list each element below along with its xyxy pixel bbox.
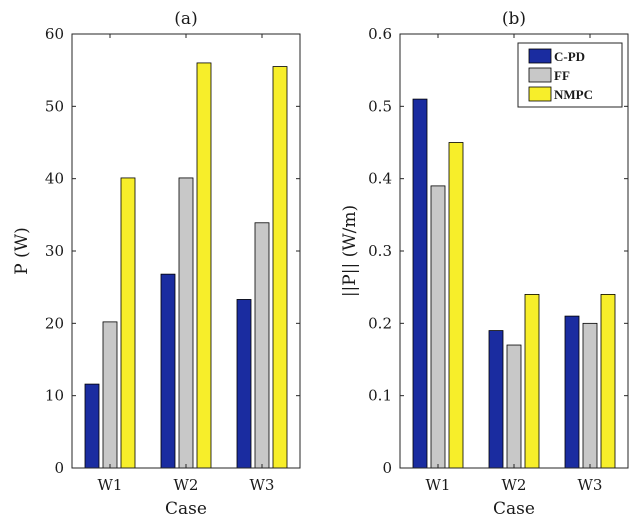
y-tick-label: 60	[45, 25, 64, 43]
y-tick-label: 0.5	[368, 97, 392, 115]
bar-c-pd-w2	[160, 273, 176, 469]
bar-c-pd-w2	[488, 330, 504, 469]
bar-nmpc-w1	[448, 142, 464, 469]
y-tick-label: 0.6	[368, 25, 392, 43]
bar-nmpc-w3	[272, 66, 288, 469]
legend-swatch-ff	[528, 67, 552, 83]
y-tick-label: 20	[45, 314, 64, 332]
chart-title: (b)	[502, 9, 526, 29]
x-axis-label: Case	[165, 499, 207, 519]
chart-title: (a)	[174, 9, 197, 29]
bar-ff-w3	[582, 322, 598, 469]
x-tick-label: W3	[250, 476, 275, 494]
bar-nmpc-w1	[120, 177, 136, 469]
legend-label-ff: FF	[554, 68, 570, 83]
x-tick-label: W3	[578, 476, 603, 494]
chart-panel-a: (a) Case P (W) 0 10 20 30 40 50 60 W1 W2 W3	[12, 9, 301, 519]
y-tick-label: 0.4	[368, 170, 392, 188]
legend-label-nmpc: NMPC	[554, 87, 593, 102]
x-tick-label: W2	[502, 476, 527, 494]
y-tick-label: 30	[45, 242, 64, 260]
x-axis-label: Case	[493, 499, 535, 519]
x-tick-label: W2	[174, 476, 199, 494]
y-tick-label: 0.2	[368, 314, 392, 332]
x-tick-label: W1	[98, 476, 123, 494]
y-tick-label: 0	[54, 459, 64, 477]
y-tick-label: 50	[45, 97, 64, 115]
bar-nmpc-w2	[196, 62, 212, 469]
x-tick-label: W1	[426, 476, 451, 494]
y-tick-label: 10	[45, 387, 64, 405]
bar-ff-w1	[430, 185, 446, 469]
bar-ff-w2	[506, 344, 522, 469]
legend-swatch-nmpc	[528, 86, 552, 102]
y-tick-label: 0.1	[368, 387, 392, 405]
bar-c-pd-w3	[236, 299, 252, 469]
bar-nmpc-w3	[600, 293, 616, 469]
legend-swatch-c-pd	[528, 48, 552, 64]
bar-c-pd-w3	[564, 315, 580, 469]
bar-nmpc-w2	[524, 293, 540, 469]
bar-ff-w2	[178, 177, 194, 469]
chart-panel-b: (b) Case ||P|| (W/m) 0 0.1 0.2 0.3 0.4 0.5 0.6…	[340, 9, 629, 519]
y-axis-label: P (W)	[12, 227, 32, 275]
bar-ff-w1	[102, 321, 118, 469]
bar-c-pd-w1	[412, 98, 428, 469]
bar-ff-w3	[254, 222, 270, 469]
y-tick-label: 0.3	[368, 242, 392, 260]
y-tick-label: 40	[45, 170, 64, 188]
bar-c-pd-w1	[84, 383, 100, 469]
y-axis-label: ||P|| (W/m)	[340, 205, 360, 297]
legend-label-c-pd: C-PD	[554, 49, 585, 64]
legend: C-PD FF NMPC	[517, 42, 623, 108]
y-tick-label: 0	[382, 459, 392, 477]
